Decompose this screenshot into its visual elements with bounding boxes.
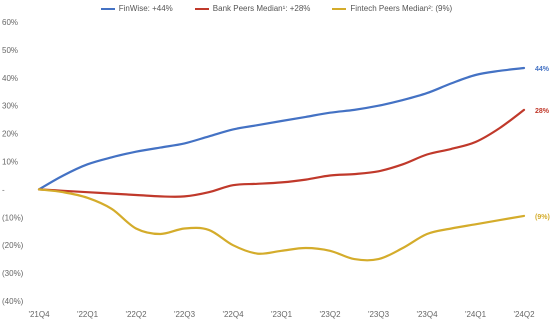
x-tick-label: '23Q3 (368, 310, 390, 319)
series-end-label: 44% (535, 66, 550, 73)
y-tick-label: (20%) (2, 241, 24, 250)
series-end-label: 28% (535, 108, 550, 115)
legend-swatch (194, 7, 209, 10)
legend-item: Fintech Peers Median²: (9%) (332, 4, 452, 13)
x-tick-label: '24Q1 (465, 310, 487, 319)
legend-label: FinWise: +44% (118, 4, 173, 13)
y-tick-label: 50% (2, 46, 18, 55)
axes-group: 60% 50% 40% 30% 20% 10% - (10%) (20%) (30%) (40%) '… (2, 18, 535, 319)
x-tick-label: '22Q3 (174, 310, 196, 319)
y-tick-label: 20% (2, 130, 18, 139)
x-tick-label: '23Q2 (319, 310, 341, 319)
x-tick-label: '21Q4 (28, 310, 50, 319)
y-tick-label: - (2, 185, 5, 194)
y-tick-label: 10% (2, 158, 18, 167)
legend-item: FinWise: +44% (100, 4, 173, 13)
x-tick-label: '24Q2 (513, 310, 535, 319)
series-end-label: (9%) (535, 214, 550, 221)
y-tick-label: 60% (2, 18, 18, 27)
y-tick-label: (30%) (2, 269, 24, 278)
end-labels: 44% 28% (9%) (535, 66, 550, 221)
y-tick-label: 30% (2, 102, 18, 111)
chart-legend: FinWise: +44% Bank Peers Median¹: +28% Fin… (0, 4, 553, 13)
series-line-2 (37, 188, 526, 262)
x-tick-label: '22Q2 (125, 310, 147, 319)
legend-swatch (100, 7, 115, 10)
series-lines (37, 66, 526, 262)
series-line-1 (37, 108, 526, 198)
y-tick-label: (10%) (2, 213, 24, 222)
x-tick-label: '22Q1 (77, 310, 99, 319)
x-tick-label: '23Q4 (416, 310, 438, 319)
y-tick-label: (40%) (2, 297, 24, 306)
x-tick-label: '23Q1 (271, 310, 293, 319)
series-line-0 (37, 66, 526, 191)
y-tick-label: 40% (2, 74, 18, 83)
legend-label: Bank Peers Median¹: +28% (212, 4, 311, 13)
legend-swatch (332, 7, 347, 10)
legend-item: Bank Peers Median¹: +28% (194, 4, 311, 13)
legend-label: Fintech Peers Median²: (9%) (350, 4, 453, 13)
x-tick-label: '22Q4 (222, 310, 244, 319)
